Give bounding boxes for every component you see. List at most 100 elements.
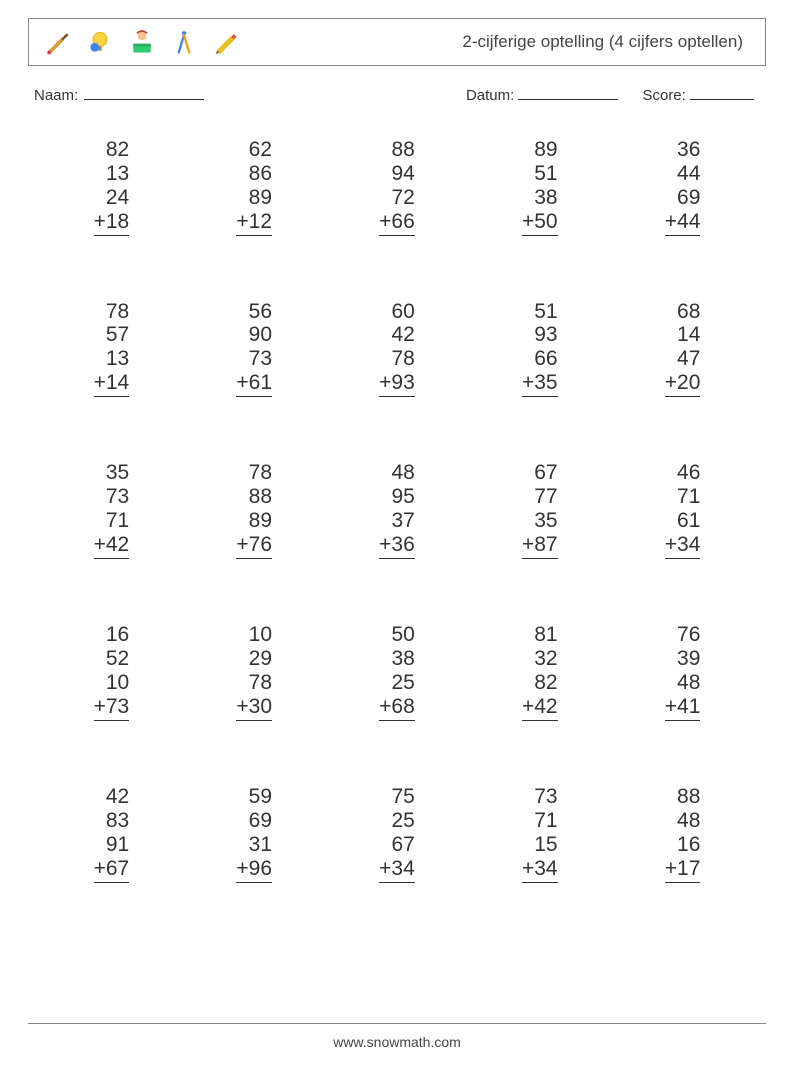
answer-space[interactable] <box>94 559 130 579</box>
problem: 596931+96 <box>183 785 326 903</box>
addend-row: 52 <box>94 647 130 671</box>
addend-row: 13 <box>94 162 130 186</box>
score-blank[interactable] <box>690 84 754 100</box>
paintbrush-icon <box>43 27 73 57</box>
addend-last-row: +66 <box>379 210 415 236</box>
answer-space[interactable] <box>522 721 558 741</box>
addend-row: 62 <box>236 138 272 162</box>
addend-row: 78 <box>236 461 272 485</box>
answer-space[interactable] <box>665 397 701 417</box>
addend-row: 25 <box>379 671 415 695</box>
answer-space[interactable] <box>522 397 558 417</box>
lightbulb-icon <box>85 27 115 57</box>
date-blank[interactable] <box>518 84 618 100</box>
answer-space[interactable] <box>94 883 130 903</box>
addend-row: 89 <box>236 509 272 533</box>
addend-row: 16 <box>94 623 130 647</box>
addend-last-row: +73 <box>94 695 130 721</box>
addend-row: 83 <box>94 809 130 833</box>
addend-last-row: +67 <box>94 857 130 883</box>
problem: 788889+76 <box>183 461 326 579</box>
problem: 364469+44 <box>611 138 754 256</box>
answer-space[interactable] <box>379 559 415 579</box>
addend-row: 82 <box>522 671 558 695</box>
problem: 889472+66 <box>326 138 469 256</box>
addend-row: 25 <box>379 809 415 833</box>
addend-row: 66 <box>522 347 558 371</box>
addend-row: 78 <box>379 347 415 371</box>
addition-stack: 165210+73 <box>94 623 130 741</box>
addend-row: 36 <box>665 138 701 162</box>
problem: 569073+61 <box>183 300 326 418</box>
answer-space[interactable] <box>379 397 415 417</box>
answer-space[interactable] <box>522 236 558 256</box>
addend-last-row: +44 <box>665 210 701 236</box>
answer-space[interactable] <box>522 559 558 579</box>
problem: 428391+67 <box>40 785 183 903</box>
addend-last-row: +34 <box>665 533 701 559</box>
addend-row: 39 <box>665 647 701 671</box>
answer-space[interactable] <box>236 721 272 741</box>
addend-row: 51 <box>522 162 558 186</box>
addition-stack: 813282+42 <box>522 623 558 741</box>
addition-stack: 569073+61 <box>236 300 272 418</box>
answer-space[interactable] <box>236 883 272 903</box>
answer-space[interactable] <box>665 883 701 903</box>
addition-stack: 596931+96 <box>236 785 272 903</box>
answer-space[interactable] <box>379 236 415 256</box>
addition-stack: 467161+34 <box>665 461 701 579</box>
answer-space[interactable] <box>236 236 272 256</box>
header-icons <box>43 27 241 57</box>
addend-row: 73 <box>236 347 272 371</box>
addend-last-row: +42 <box>94 533 130 559</box>
addend-row: 71 <box>665 485 701 509</box>
answer-space[interactable] <box>522 883 558 903</box>
worksheet-header: 2-cijferige optelling (4 cijfers optelle… <box>28 18 766 66</box>
addend-row: 76 <box>665 623 701 647</box>
answer-space[interactable] <box>665 721 701 741</box>
answer-space[interactable] <box>236 397 272 417</box>
addition-stack: 364469+44 <box>665 138 701 256</box>
addend-last-row: +35 <box>522 371 558 397</box>
addend-row: 73 <box>94 485 130 509</box>
addend-row: 67 <box>522 461 558 485</box>
name-blank[interactable] <box>84 84 204 100</box>
addend-row: 67 <box>379 833 415 857</box>
addend-last-row: +34 <box>522 857 558 883</box>
date-label: Datum: <box>466 87 514 104</box>
addition-stack: 895138+50 <box>522 138 558 256</box>
answer-space[interactable] <box>379 721 415 741</box>
problem: 737115+34 <box>468 785 611 903</box>
answer-space[interactable] <box>94 397 130 417</box>
addition-stack: 102978+30 <box>236 623 272 741</box>
addend-last-row: +41 <box>665 695 701 721</box>
addend-row: 29 <box>236 647 272 671</box>
answer-space[interactable] <box>94 236 130 256</box>
addend-row: 78 <box>94 300 130 324</box>
addend-row: 47 <box>665 347 701 371</box>
answer-space[interactable] <box>94 721 130 741</box>
addend-last-row: +18 <box>94 210 130 236</box>
answer-space[interactable] <box>236 559 272 579</box>
addend-last-row: +34 <box>379 857 415 883</box>
addend-last-row: +20 <box>665 371 701 397</box>
addend-row: 71 <box>94 509 130 533</box>
addend-last-row: +12 <box>236 210 272 236</box>
addition-stack: 681447+20 <box>665 300 701 418</box>
addend-last-row: +17 <box>665 857 701 883</box>
addend-row: 72 <box>379 186 415 210</box>
answer-space[interactable] <box>379 883 415 903</box>
problem: 785713+14 <box>40 300 183 418</box>
answer-space[interactable] <box>665 559 701 579</box>
addend-last-row: +76 <box>236 533 272 559</box>
addition-stack: 785713+14 <box>94 300 130 418</box>
addend-row: 35 <box>522 509 558 533</box>
addend-last-row: +96 <box>236 857 272 883</box>
addend-row: 44 <box>665 162 701 186</box>
answer-space[interactable] <box>665 236 701 256</box>
problem: 813282+42 <box>468 623 611 741</box>
problem: 165210+73 <box>40 623 183 741</box>
addend-row: 31 <box>236 833 272 857</box>
addend-last-row: +61 <box>236 371 272 397</box>
student-icon <box>127 27 157 57</box>
